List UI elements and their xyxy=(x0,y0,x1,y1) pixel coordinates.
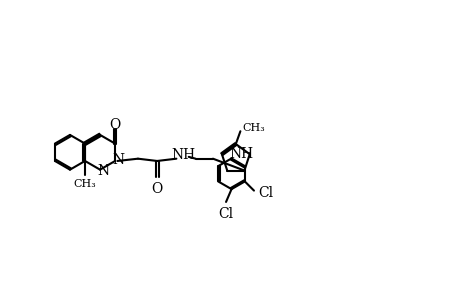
Text: O: O xyxy=(109,118,120,132)
Text: N: N xyxy=(97,164,109,178)
Text: NH: NH xyxy=(229,147,253,161)
Text: Cl: Cl xyxy=(218,206,233,220)
Text: CH₃: CH₃ xyxy=(73,179,96,189)
Text: Cl: Cl xyxy=(258,186,273,200)
Text: CH₃: CH₃ xyxy=(242,123,265,133)
Text: N: N xyxy=(112,153,124,167)
Text: O: O xyxy=(151,182,162,196)
Text: NH: NH xyxy=(171,148,195,163)
